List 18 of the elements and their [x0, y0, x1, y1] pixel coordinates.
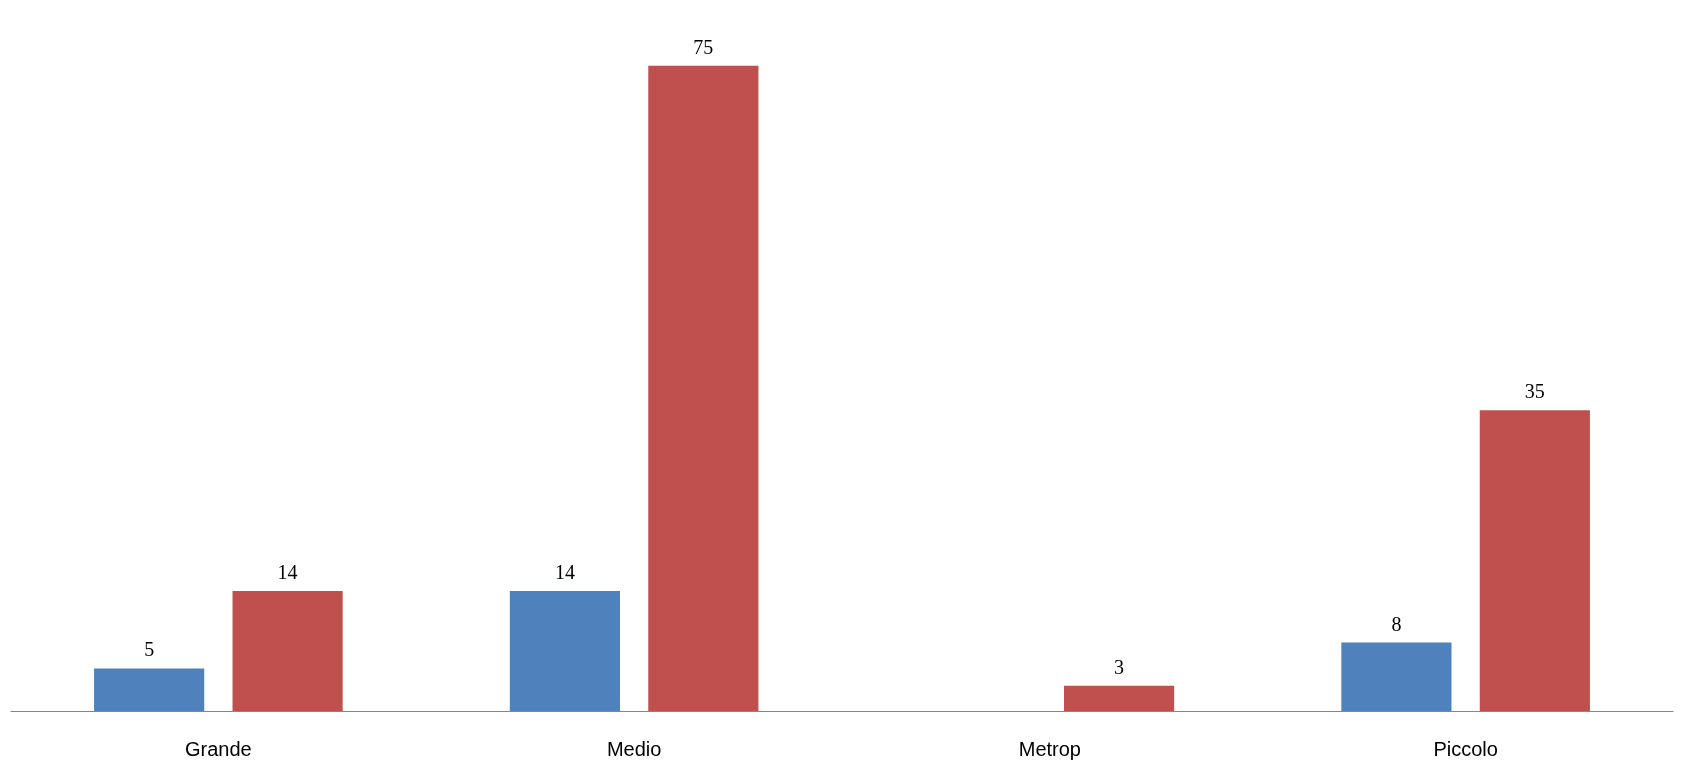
bar — [1479, 410, 1590, 712]
data-label: 3 — [1114, 655, 1125, 678]
x-tick-label: Piccolo — [1433, 737, 1498, 760]
bar — [509, 590, 620, 712]
bar — [232, 590, 343, 712]
bar — [1064, 685, 1175, 712]
bar — [1341, 642, 1452, 712]
data-label: 75 — [693, 35, 714, 58]
bar — [648, 65, 759, 712]
data-label: 14 — [277, 560, 298, 583]
data-label: 35 — [1524, 380, 1545, 403]
data-label: 8 — [1391, 612, 1402, 635]
x-tick-label: Grande — [185, 737, 252, 760]
x-tick-label: Metrop — [1018, 737, 1081, 760]
bar — [94, 668, 205, 712]
x-tick-label: Medio — [606, 737, 662, 760]
data-label: 5 — [144, 638, 155, 661]
data-label: 14 — [554, 560, 575, 583]
